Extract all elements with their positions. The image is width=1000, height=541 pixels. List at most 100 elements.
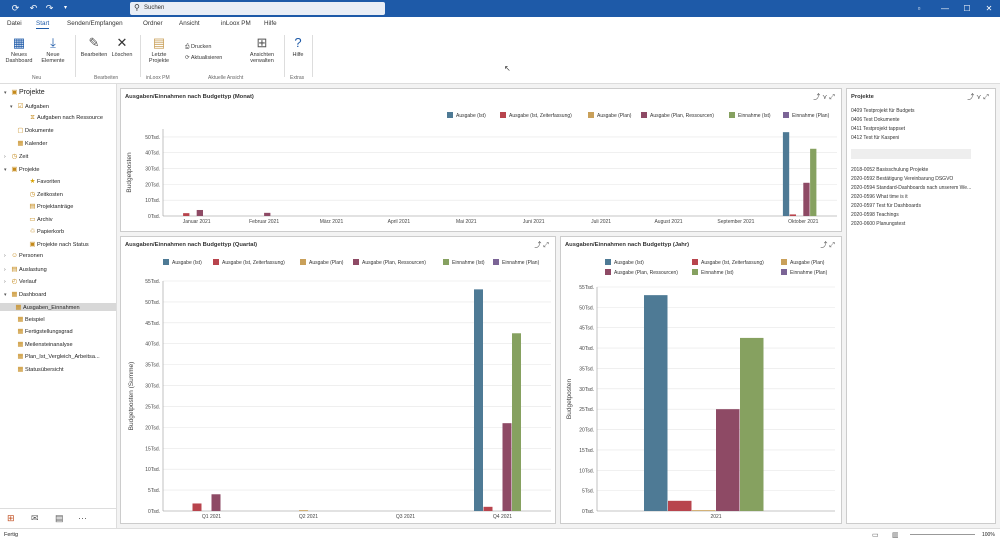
- expand-arrow-icon[interactable]: ▾: [10, 104, 13, 110]
- nav-item[interactable]: ▦Kalender: [10, 139, 47, 147]
- legend-item[interactable]: Ausgabe (Ist, Zeiterfassung): [692, 259, 764, 266]
- panel-actions[interactable]: ⤴⤢: [534, 242, 551, 249]
- project-list-item[interactable]: 2020-0594 Standard-Dashboards nach unser…: [851, 185, 972, 191]
- expand-arrow-icon[interactable]: ›: [4, 154, 6, 160]
- legend-item[interactable]: Einnahme (Plan): [783, 112, 830, 119]
- bar[interactable]: [692, 510, 716, 511]
- legend-item[interactable]: Ausgabe (Ist, Zeiterfassung): [500, 112, 572, 119]
- bar[interactable]: [192, 503, 202, 511]
- help-button[interactable]: ? Hilfe: [292, 35, 304, 59]
- edit-button[interactable]: ✎ Bearbeiten: [80, 35, 108, 59]
- legend-item[interactable]: Ausgabe (Plan): [300, 259, 344, 266]
- legend-item[interactable]: Ausgabe (Plan): [588, 112, 632, 119]
- bar[interactable]: [644, 295, 668, 511]
- legend-item[interactable]: Ausgabe (Ist): [447, 112, 486, 119]
- refresh-button[interactable]: ⟳ Aktualisieren: [185, 55, 223, 61]
- nav-item[interactable]: ▣Projekte nach Status: [22, 240, 88, 248]
- bar[interactable]: [474, 289, 483, 511]
- bar[interactable]: [512, 333, 521, 511]
- expand-arrow-icon[interactable]: ›: [4, 279, 6, 285]
- menu-ordner[interactable]: Ordner: [143, 20, 163, 27]
- expand-arrow-icon[interactable]: ›: [4, 253, 6, 259]
- panel-actions[interactable]: ⤴⋎⤢: [967, 94, 991, 101]
- bar[interactable]: [196, 209, 203, 216]
- bar[interactable]: [716, 409, 740, 511]
- zoom-slider[interactable]: [910, 534, 975, 535]
- project-list-item[interactable]: 2020-0592 Bestätigung Vereinbarung DSGVO: [851, 176, 954, 182]
- inloox-icon[interactable]: ⊞: [7, 513, 15, 523]
- new-elements-button[interactable]: ⤓ Neue Elemente: [41, 35, 65, 65]
- redo-icon[interactable]: ↷: [45, 3, 54, 13]
- quick-access-icon[interactable]: ▾: [63, 5, 67, 11]
- legend-item[interactable]: Einnahme (Ist): [692, 269, 734, 276]
- sync-icon[interactable]: ⟳: [11, 3, 20, 13]
- expand-arrow-icon[interactable]: ›: [4, 267, 6, 273]
- search-box[interactable]: ⚲ Suchen: [130, 2, 385, 15]
- bar[interactable]: [803, 182, 810, 216]
- menu-hilfe[interactable]: Hilfe: [264, 20, 277, 27]
- bar[interactable]: [299, 510, 308, 511]
- search-input[interactable]: Suchen: [144, 5, 165, 11]
- panel-actions[interactable]: ⤴⋎⤢: [813, 94, 837, 101]
- legend-item[interactable]: Ausgabe (Plan): [781, 259, 825, 266]
- close-icon[interactable]: ✕: [985, 4, 993, 13]
- bar[interactable]: [789, 214, 796, 216]
- nav-item[interactable]: ▦Plan_Ist_Vergleich_Arbeitsa...: [10, 352, 99, 360]
- bar[interactable]: [264, 212, 271, 216]
- nav-item[interactable]: ▦Fertigstellungsgrad: [10, 327, 72, 335]
- manage-views-button[interactable]: ⊞ Ansichten verwalten: [249, 35, 275, 65]
- nav-item[interactable]: ▤Projektanträge: [22, 202, 73, 210]
- nav-item[interactable]: ▾ ☑ Aufgaben: [10, 102, 49, 110]
- bar[interactable]: [483, 506, 493, 511]
- nav-item[interactable]: ▦Statusübersicht: [10, 365, 63, 373]
- project-list-item[interactable]: 0409 Testprojekt für Budgets: [851, 108, 915, 114]
- nav-item[interactable]: ▭Archiv: [22, 215, 52, 223]
- legend-item[interactable]: Ausgabe (Ist): [163, 259, 202, 266]
- menu-senden[interactable]: Senden/Empfangen: [67, 20, 123, 27]
- delete-button[interactable]: ✕ Löschen: [111, 35, 133, 59]
- bar[interactable]: [502, 423, 512, 511]
- nav-item[interactable]: ▦Beispiel: [10, 315, 44, 323]
- maximize-icon[interactable]: ☐: [963, 4, 971, 13]
- menu-ansicht[interactable]: Ansicht: [179, 20, 200, 27]
- recent-projects-button[interactable]: ▤ Letzte Projekte: [148, 35, 170, 65]
- project-list-item[interactable]: 2020-0600 Planungstest: [851, 221, 906, 227]
- print-button[interactable]: ⎙ Drucken: [185, 44, 212, 50]
- mail-icon[interactable]: ✉: [31, 513, 39, 523]
- undo-icon[interactable]: ↶: [29, 3, 38, 13]
- legend-item[interactable]: Ausgabe (Plan, Ressourcen): [353, 259, 426, 266]
- panel-actions[interactable]: ⤴⤢: [820, 242, 837, 249]
- legend-item[interactable]: Ausgabe (Ist, Zeiterfassung): [213, 259, 285, 266]
- project-list-item[interactable]: 0412 Test für Kaspeni: [851, 135, 900, 141]
- menu-start[interactable]: Start: [36, 20, 50, 29]
- new-dashboard-button[interactable]: ▦ Neues Dashboard: [5, 35, 33, 65]
- bar[interactable]: [740, 337, 764, 511]
- nav-item[interactable]: ▾ ▣Projekte: [4, 88, 45, 96]
- reading-view-icon[interactable]: ▥: [892, 532, 899, 539]
- nav-item[interactable]: ▦Meilensteinanalyse: [10, 340, 72, 348]
- more-icon[interactable]: ···: [78, 513, 87, 523]
- project-list-item[interactable]: 2018-0052 Basisschulung Projekte: [851, 167, 929, 173]
- nav-item[interactable]: ◷ Zeitkosten: [22, 190, 63, 198]
- nav-item[interactable]: ⧖ Aufgaben nach Ressource: [22, 114, 103, 122]
- legend-item[interactable]: Ausgabe (Plan, Ressourcen): [641, 112, 714, 119]
- project-list-item[interactable]: 2020-0598 Teachings: [851, 212, 899, 218]
- bar[interactable]: [810, 148, 817, 216]
- legend-item[interactable]: Einnahme (Ist): [729, 112, 771, 119]
- nav-item[interactable]: ▾ ▦Dashboard: [4, 290, 46, 298]
- nav-item[interactable]: › ◷ Zeit: [4, 152, 28, 160]
- nav-item[interactable]: ♲ Papierkorb: [22, 227, 64, 235]
- nav-item[interactable]: ▢Dokumente: [10, 126, 53, 134]
- legend-item[interactable]: Ausgabe (Plan, Ressourcen): [605, 269, 678, 276]
- nav-item[interactable]: › ☺Personen: [4, 252, 43, 259]
- menu-datei[interactable]: Datei: [7, 20, 22, 27]
- expand-arrow-icon[interactable]: ▾: [4, 90, 7, 96]
- legend-item[interactable]: Einnahme (Ist): [443, 259, 485, 266]
- legend-item[interactable]: Ausgabe (Ist): [605, 259, 644, 266]
- legend-item[interactable]: Einnahme (Plan): [781, 269, 828, 276]
- project-list-item[interactable]: 2020-0596 What time is it: [851, 194, 908, 200]
- bar[interactable]: [183, 213, 190, 216]
- menu-inloox[interactable]: inLoox PM: [221, 20, 251, 27]
- bar[interactable]: [668, 500, 692, 511]
- project-list-item[interactable]: 2020-0597 Test für Dashboards: [851, 203, 921, 209]
